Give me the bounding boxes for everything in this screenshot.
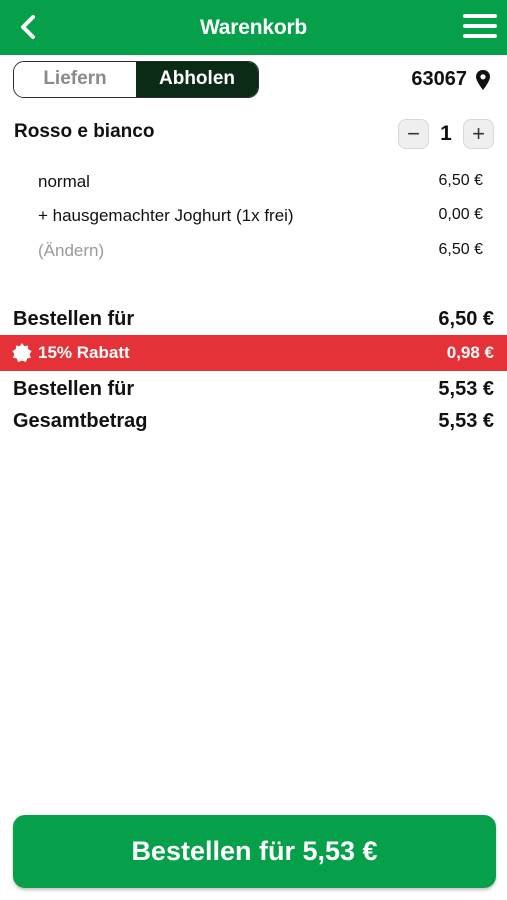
discount-banner: 15% Rabatt 0,98 € [0,335,507,371]
decrease-quantity-button[interactable]: − [398,119,429,149]
discount-value: 0,98 € [446,343,494,362]
discounted-value: 5,53 € [438,378,494,400]
subtotal-row: Bestellen für 6,50 € [13,308,494,331]
hamburger-icon-bar [463,14,497,18]
location-selector[interactable]: 63067 [411,68,491,91]
item-option-row: normal 6,50 € [38,172,483,192]
total-label: Gesamtbetrag [13,410,148,432]
hamburger-icon-bar [463,34,497,38]
app-header: Warenkorb [0,0,507,55]
postal-code: 63067 [411,68,467,90]
place-order-button[interactable]: Bestellen für 5,53 € [13,815,496,888]
total-row: Gesamtbetrag 5,53 € [13,410,494,433]
delivery-mode-toggle: Liefern Abholen [13,61,259,98]
cart-item-name: Rosso e bianco [14,121,155,142]
quantity-stepper: − 1 + [398,119,494,149]
increase-quantity-button[interactable]: + [463,119,494,149]
hamburger-icon-bar [463,24,497,28]
page-title: Warenkorb [199,16,308,39]
discount-badge-icon [12,343,32,362]
option-price: 0,00 € [438,206,483,223]
option-label: + hausgemachter Joghurt (1x frei) [38,206,294,225]
tab-liefern[interactable]: Liefern [14,62,136,97]
discounted-subtotal-row: Bestellen für 5,53 € [13,378,494,401]
option-price: 6,50 € [438,172,483,189]
subtotal-label: Bestellen für [13,308,135,330]
menu-button[interactable] [463,14,497,40]
change-item-link[interactable]: (Ändern) [38,241,105,260]
tab-abholen[interactable]: Abholen [136,62,258,97]
chevron-left-icon [21,15,35,39]
quantity-value: 1 [440,122,452,145]
map-pin-icon [476,69,490,90]
discounted-label: Bestellen für [13,378,135,400]
back-button[interactable] [14,12,44,42]
discount-label: 15% Rabatt [38,343,130,362]
subtotal-value: 6,50 € [438,308,494,330]
option-label: normal [38,172,90,191]
option-price: 6,50 € [438,241,483,258]
item-option-row: (Ändern) 6,50 € [38,241,483,261]
total-value: 5,53 € [438,410,494,432]
item-option-row: + hausgemachter Joghurt (1x frei) 0,00 € [38,206,483,226]
